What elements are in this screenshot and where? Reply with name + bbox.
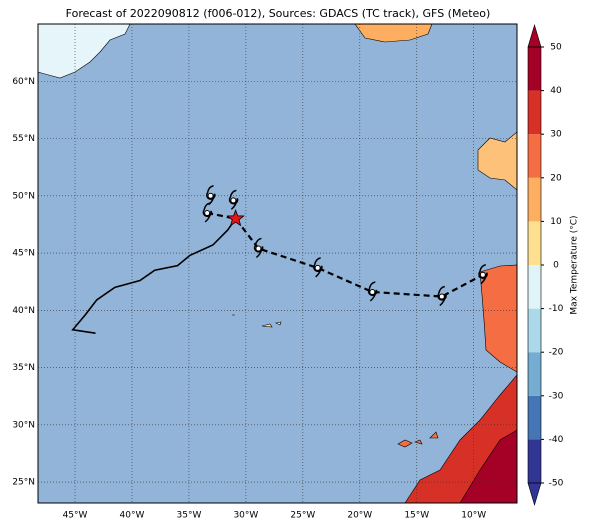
colorbar-extend-bottom xyxy=(527,482,542,507)
current-position xyxy=(226,209,245,227)
map-frame xyxy=(37,23,518,504)
iberia xyxy=(479,264,518,373)
colorbar-band xyxy=(528,265,541,309)
colorbar-tick-label: 0 xyxy=(553,261,559,271)
track-point xyxy=(204,209,211,216)
cyclone-symbol xyxy=(253,237,264,259)
y-tick-label: 30°N xyxy=(12,420,35,430)
x-tick-label: 15°W xyxy=(404,511,429,521)
cyclone-symbol xyxy=(313,257,323,278)
track-point xyxy=(314,264,321,271)
y-tick-label: 50°N xyxy=(12,191,35,201)
colorbar-band xyxy=(528,308,541,353)
colorbar-band xyxy=(528,90,541,135)
colorbar-band xyxy=(528,177,541,222)
track-point xyxy=(207,192,214,199)
land xyxy=(37,23,518,504)
greenland xyxy=(37,23,131,79)
track-point xyxy=(255,245,262,252)
title: Forecast of 2022090812 (f006-012), Sourc… xyxy=(66,7,491,20)
colorbar-extend-top xyxy=(527,23,542,48)
x-tick-label: 30°W xyxy=(233,511,258,521)
colorbar-band xyxy=(528,439,541,483)
colorbar-tick-label: 40 xyxy=(550,86,562,96)
x-tick-label: 40°W xyxy=(120,511,145,521)
cyclone-symbol xyxy=(437,285,447,307)
y-tick-label: 55°N xyxy=(12,134,35,144)
track-point xyxy=(438,293,445,300)
canary-islands xyxy=(397,431,439,448)
colorbar-tick-label: -50 xyxy=(549,479,564,489)
past-track xyxy=(71,218,237,334)
x-tick-label: 10°W xyxy=(461,511,486,521)
cyclone-symbol xyxy=(228,189,239,210)
x-tick-label: 20°W xyxy=(347,511,372,521)
cyclone-symbol xyxy=(206,185,216,206)
colorbar-tick-label: 30 xyxy=(550,130,562,140)
track-point xyxy=(230,197,237,204)
y-tick-label: 40°N xyxy=(12,306,35,316)
y-tick-label: 35°N xyxy=(12,363,35,373)
colorbar-tick-label: 50 xyxy=(550,43,562,53)
x-tick-label: 45°W xyxy=(63,511,88,521)
track-point xyxy=(369,288,376,295)
colorbar-tick-label: -20 xyxy=(549,348,564,358)
y-tick-label: 25°N xyxy=(12,478,35,488)
colorbar-tick-label: 10 xyxy=(550,217,562,227)
colorbar-band xyxy=(528,47,541,91)
y-tick-label: 60°N xyxy=(12,77,35,87)
colorbar-band xyxy=(528,221,541,265)
colorbar-band xyxy=(528,134,541,178)
x-tick-label: 25°W xyxy=(290,511,315,521)
azores xyxy=(232,314,282,328)
colorbar-band xyxy=(528,352,541,396)
ocean xyxy=(38,24,517,503)
colorbar-band xyxy=(528,395,541,440)
colorbar-tick-label: -40 xyxy=(549,435,564,445)
x-tick-label: 35°W xyxy=(177,511,202,521)
cyclone-symbol xyxy=(478,264,488,285)
colorbar-tick-label: 20 xyxy=(550,173,562,183)
track-point xyxy=(479,271,486,278)
colorbar-label: Max Temperature (°C) xyxy=(570,215,580,314)
colorbar-tick-label: -30 xyxy=(549,391,564,401)
colorbar-tick-label: -10 xyxy=(549,304,564,314)
y-tick-label: 45°N xyxy=(12,249,35,259)
cyclone-symbol xyxy=(367,281,378,302)
